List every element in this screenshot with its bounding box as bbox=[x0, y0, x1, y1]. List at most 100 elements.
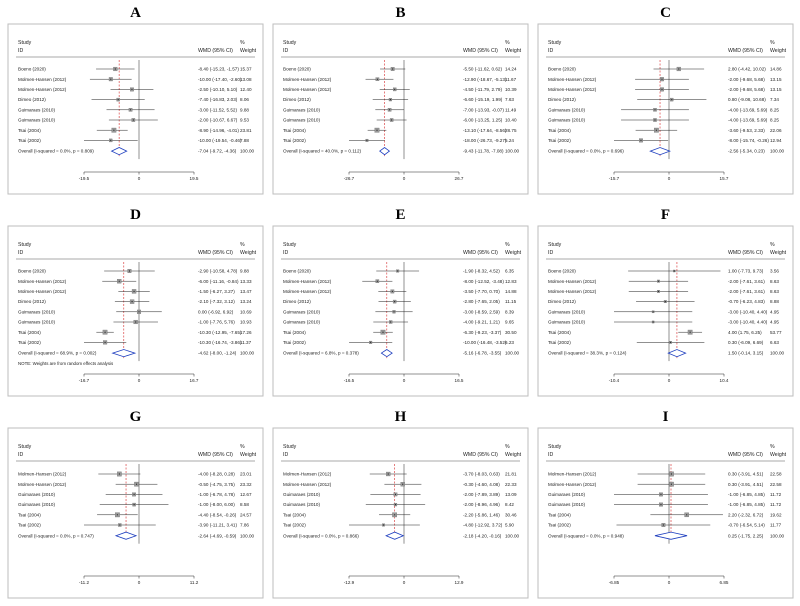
study-label: Guimaraes (2010) bbox=[18, 502, 55, 507]
header-study: Study bbox=[548, 444, 562, 450]
header-study: Study bbox=[283, 242, 297, 248]
study-ci-text: -13.10 (-17.64, -8.56) bbox=[463, 128, 507, 133]
overall-diamond bbox=[380, 349, 393, 358]
study-point bbox=[660, 493, 662, 495]
study-point bbox=[114, 68, 116, 70]
study-label: Molmen-Hansen (2012) bbox=[548, 279, 597, 284]
study-label: Tsai (2004) bbox=[283, 330, 306, 335]
study-label: Tsai (2002) bbox=[548, 138, 571, 143]
overall-diamond bbox=[654, 531, 688, 540]
x-tick-label: -12.9 bbox=[344, 580, 355, 585]
panel-frame bbox=[537, 427, 794, 599]
study-point bbox=[132, 119, 134, 121]
study-weight-text: 22.58 bbox=[770, 472, 782, 477]
x-tick-label: 0 bbox=[668, 580, 671, 585]
study-ci-text: -3.00 (-10.40, 4.40) bbox=[728, 320, 768, 325]
study-weight-text: 17.26 bbox=[240, 330, 252, 335]
header-study: Study bbox=[18, 242, 32, 248]
panel-letter: E bbox=[395, 207, 405, 223]
study-point bbox=[376, 129, 378, 131]
study-label: Guimaraes (2010) bbox=[548, 118, 585, 123]
study-point bbox=[394, 504, 397, 506]
header-id: ID bbox=[18, 452, 23, 458]
study-point bbox=[686, 514, 688, 516]
overall-ci-text: 1.50 (-0.14, 3.15) bbox=[728, 351, 764, 356]
study-point bbox=[394, 88, 396, 90]
study-ci-text: -1.00 (-6.85, 4.85) bbox=[728, 492, 765, 497]
study-point bbox=[655, 129, 657, 131]
study-point bbox=[131, 301, 133, 303]
study-point bbox=[128, 270, 131, 272]
study-weight-text: 28.75 bbox=[505, 128, 517, 133]
study-weight-text: 13.09 bbox=[505, 492, 517, 497]
study-ci-text: -7.00 (-13.93, -0.07) bbox=[463, 107, 504, 112]
study-ci-text: -2.10 (-7.32, 3.12) bbox=[198, 299, 235, 304]
study-point bbox=[660, 504, 662, 506]
study-ci-text: -2.80 (-7.65, 2.05) bbox=[463, 299, 500, 304]
study-label: Dimeo (2012) bbox=[548, 97, 576, 102]
study-weight-text: 14.88 bbox=[505, 289, 517, 294]
overall-weight-text: 100.00 bbox=[240, 351, 254, 356]
study-label: Tsai (2004) bbox=[548, 128, 571, 133]
study-weight-text: 9.65 bbox=[505, 320, 514, 325]
study-point bbox=[135, 321, 137, 323]
study-label: Molmen-Hansen (2012) bbox=[283, 77, 332, 82]
study-weight-text: 19.62 bbox=[770, 512, 782, 517]
header-id: ID bbox=[18, 48, 23, 54]
study-weight-text: 5.90 bbox=[505, 523, 514, 528]
overall-label: Overall (I-squared = 38.3%, p = 0.124) bbox=[548, 351, 627, 356]
study-point bbox=[131, 88, 133, 90]
x-tick-label: -16.7 bbox=[79, 378, 90, 383]
study-label: Boeno (2020) bbox=[548, 67, 576, 72]
x-tick-label: -6.85 bbox=[609, 580, 620, 585]
x-tick-label: 16.5 bbox=[455, 378, 464, 383]
study-label: Guimaraes (2010) bbox=[548, 492, 585, 497]
header-weight: Weight bbox=[770, 48, 787, 54]
header-pct: % bbox=[770, 40, 775, 46]
study-ci-text: 2.80 (-4.42, 10.02) bbox=[728, 67, 766, 72]
study-weight-text: 4.95 bbox=[770, 320, 779, 325]
study-point bbox=[640, 139, 642, 141]
overall-diamond bbox=[111, 349, 137, 358]
study-label: Molmen-Hansen (2012) bbox=[283, 87, 332, 92]
x-tick-label: 12.9 bbox=[455, 580, 464, 585]
study-label: Guimaraes (2010) bbox=[283, 309, 320, 314]
study-weight-text: 30.46 bbox=[505, 512, 517, 517]
overall-ci-text: -4.62 (-8.00, -1.24) bbox=[198, 351, 237, 356]
forest-panel-c: C Study ID WMD (95% CI)% Weight Boeno (2020) 2… bbox=[537, 5, 794, 195]
study-label: Guimaraes (2010) bbox=[548, 107, 585, 112]
study-weight-text: 22.33 bbox=[505, 482, 517, 487]
study-ci-text: -3.00 (-10.40, 4.40) bbox=[728, 309, 768, 314]
study-ci-text: -8.90 (-14.96, -4.01) bbox=[198, 128, 239, 133]
study-ci-text: -8.00 (-15.74, -0.26) bbox=[728, 138, 769, 143]
study-weight-text: 11.72 bbox=[770, 502, 782, 507]
x-tick-label: -26.7 bbox=[344, 176, 355, 181]
study-label: Tsai (2004) bbox=[548, 330, 571, 335]
study-label: Guimaraes (2010) bbox=[283, 492, 320, 497]
study-weight-text: 5.24 bbox=[505, 138, 514, 143]
study-ci-text: -10.00 (-19.54, -0.46) bbox=[198, 138, 242, 143]
overall-label: Overall (I-squared = 0.0%, p = 0.866) bbox=[283, 533, 359, 538]
study-ci-text: -5.50 (-11.62, 0.62) bbox=[463, 67, 502, 72]
study-label: Molmen-Hansen (2012) bbox=[283, 279, 332, 284]
study-ci-text: -2.00 (-7.61, 3.61) bbox=[728, 279, 765, 284]
study-label: Molmen-Hansen (2012) bbox=[548, 77, 597, 82]
study-ci-text: -8.40 (-15.23, -1.57) bbox=[198, 67, 239, 72]
x-tick-label: 15.7 bbox=[720, 176, 729, 181]
overall-diamond bbox=[379, 147, 391, 156]
study-weight-text: 12.94 bbox=[770, 138, 782, 143]
overall-weight-text: 100.00 bbox=[240, 533, 254, 538]
study-point bbox=[671, 99, 673, 101]
study-weight-text: 8.06 bbox=[240, 97, 249, 102]
header-weight: Weight bbox=[505, 48, 522, 54]
panel-frame bbox=[7, 427, 264, 599]
study-ci-text: 4.00 (1.75, 6.25) bbox=[728, 330, 762, 335]
study-label: Molmen-Hansen (2012) bbox=[548, 87, 597, 92]
forest-panel-a: A Study ID WMD (95% CI)% Weight Boeno (2020) -… bbox=[7, 5, 264, 195]
overall-label: Overall (I-squared = 0.0%, p = 0.809) bbox=[18, 149, 94, 154]
study-weight-text: 8.25 bbox=[770, 118, 779, 123]
study-label: Tsai (2004) bbox=[18, 330, 41, 335]
study-label: Tsai (2004) bbox=[18, 128, 41, 133]
study-ci-text: -2.00 (-9.68, 5.68) bbox=[728, 77, 765, 82]
x-tick-label: -19.5 bbox=[79, 176, 90, 181]
